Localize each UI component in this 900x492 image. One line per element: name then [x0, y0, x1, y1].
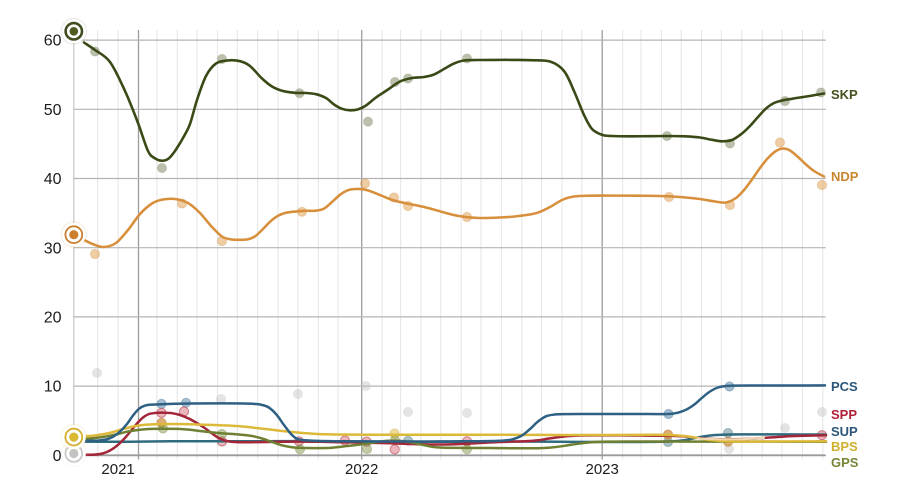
svg-text:30: 30: [44, 240, 62, 257]
svg-text:BPS: BPS: [831, 439, 858, 454]
svg-text:GPS: GPS: [831, 455, 859, 470]
svg-text:10: 10: [44, 379, 62, 396]
svg-text:0: 0: [53, 448, 62, 465]
svg-text:2023: 2023: [586, 461, 619, 478]
svg-text:20: 20: [44, 310, 62, 327]
svg-text:NDP: NDP: [831, 169, 859, 184]
svg-text:2021: 2021: [101, 461, 134, 478]
svg-text:2022: 2022: [345, 461, 378, 478]
svg-text:60: 60: [44, 33, 62, 50]
svg-text:40: 40: [44, 171, 62, 188]
svg-text:SKP: SKP: [831, 87, 858, 102]
svg-text:PCS: PCS: [831, 379, 858, 394]
svg-text:SUP: SUP: [831, 424, 858, 439]
svg-text:50: 50: [44, 102, 62, 119]
svg-text:SPP: SPP: [831, 407, 857, 422]
